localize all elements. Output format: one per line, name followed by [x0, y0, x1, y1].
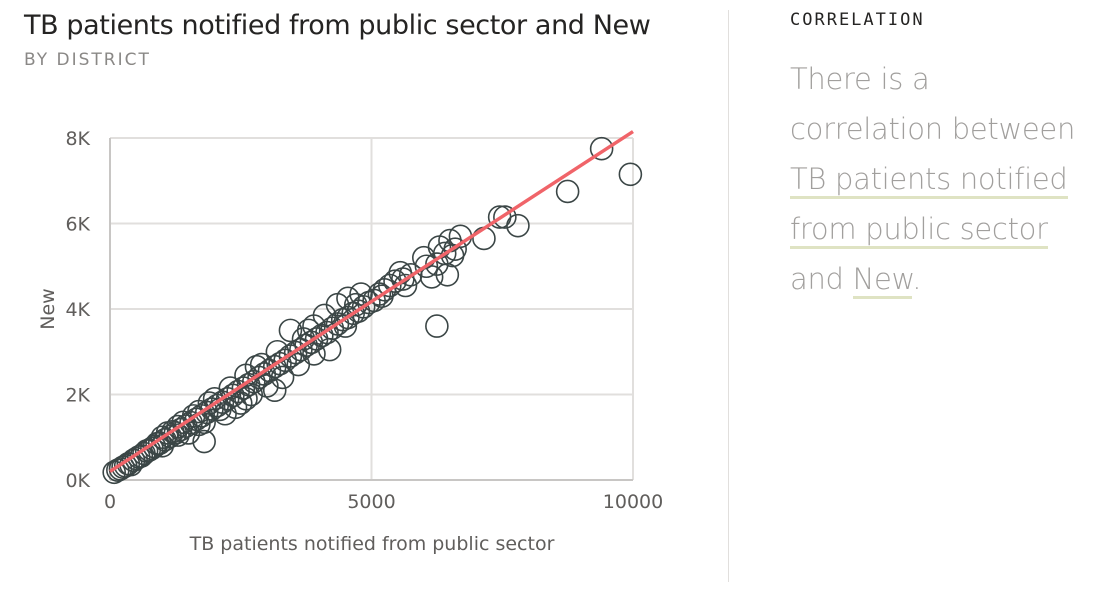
- data-point[interactable]: [555, 179, 580, 204]
- y-tick-label: 6K: [65, 214, 90, 236]
- chart-subtitle: BY DISTRICT: [24, 50, 151, 70]
- data-point[interactable]: [317, 337, 342, 362]
- data-point[interactable]: [589, 136, 614, 161]
- data-point[interactable]: [425, 314, 449, 338]
- scatter-chart[interactable]: 0K 2K 4K 6K 8K 0 5000 10000 TB patients notifie…: [0, 0, 720, 590]
- trend-layer: [109, 130, 634, 473]
- x-axis-title: TB patients notified from public sector: [189, 533, 555, 555]
- measure-highlight: TB patients notified: [790, 162, 1068, 199]
- insight-line: There is a: [790, 62, 930, 96]
- data-point[interactable]: [414, 254, 439, 279]
- data-point[interactable]: [411, 245, 436, 270]
- data-point[interactable]: [370, 284, 394, 308]
- measure-highlight: from public sector: [790, 212, 1048, 249]
- insight-line: correlation between: [790, 112, 1076, 146]
- data-point[interactable]: [108, 457, 133, 481]
- data-point[interactable]: [192, 429, 216, 454]
- x-tick-label: 0: [104, 491, 116, 513]
- divider: [728, 10, 729, 582]
- insight-heading: CORRELATION: [790, 10, 925, 30]
- data-point[interactable]: [286, 352, 311, 377]
- data-point[interactable]: [506, 213, 530, 238]
- data-point[interactable]: [336, 286, 360, 311]
- y-axis-title: New: [37, 288, 59, 329]
- data-point[interactable]: [391, 267, 415, 291]
- data-point[interactable]: [140, 436, 164, 461]
- data-point[interactable]: [262, 378, 287, 403]
- y-tick-label: 8K: [65, 128, 90, 150]
- data-point[interactable]: [102, 460, 126, 485]
- y-tick-label: 0K: [65, 470, 90, 492]
- insight-punctuation: .: [912, 262, 922, 296]
- data-point[interactable]: [472, 226, 496, 251]
- y-tick-label: 4K: [65, 299, 90, 321]
- axis-layer: 0K 2K 4K 6K 8K 0 5000 10000: [65, 128, 663, 513]
- data-point[interactable]: [255, 374, 279, 398]
- x-tick-label: 10000: [603, 491, 663, 513]
- measure-highlight: New: [852, 262, 913, 299]
- insight-text: There is a correlation between TB patien…: [790, 54, 1090, 304]
- trend-line: [109, 130, 634, 473]
- data-point[interactable]: [618, 162, 643, 187]
- data-point[interactable]: [278, 318, 303, 343]
- x-tick-label: 5000: [347, 491, 395, 513]
- data-point[interactable]: [234, 386, 258, 411]
- data-point[interactable]: [493, 205, 517, 229]
- data-point[interactable]: [349, 282, 373, 306]
- y-tick-label: 2K: [65, 385, 90, 407]
- insight-word: and: [790, 262, 844, 296]
- chart-title: TB patients notified from public sector …: [24, 10, 651, 41]
- data-point[interactable]: [435, 262, 460, 287]
- data-point[interactable]: [312, 303, 337, 328]
- data-point[interactable]: [270, 365, 295, 390]
